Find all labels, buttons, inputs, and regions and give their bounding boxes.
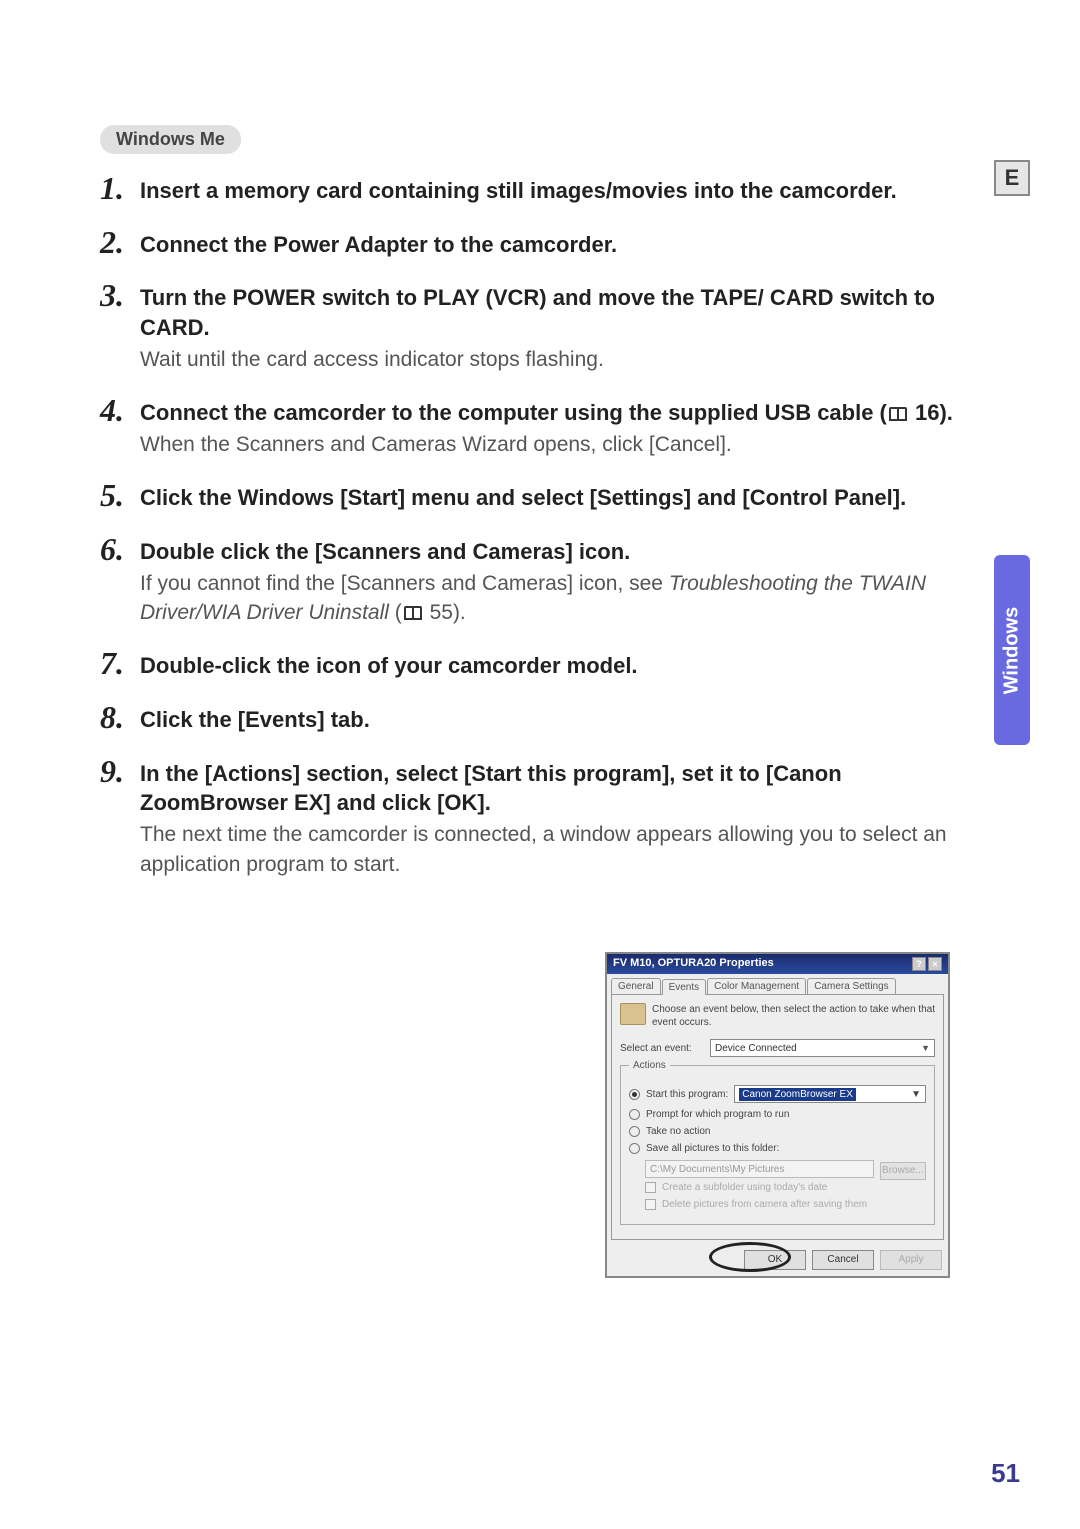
step-number: 2.	[100, 226, 140, 260]
step-number: 8.	[100, 701, 140, 735]
step-title: Click the [Events] tab.	[140, 705, 990, 735]
step-7: 7. Double-click the icon of your camcord…	[100, 647, 990, 681]
folder-path-input[interactable]: C:\My Documents\My Pictures	[645, 1160, 874, 1178]
dialog-title: FV M10, OPTURA20 Properties	[613, 957, 774, 971]
step-number: 9.	[100, 755, 140, 879]
radio-icon	[629, 1126, 640, 1137]
tab-general[interactable]: General	[611, 978, 661, 994]
take-no-action-label: Take no action	[646, 1126, 711, 1137]
step-title: Insert a memory card containing still im…	[140, 176, 990, 206]
step-5: 5. Click the Windows [Start] menu and se…	[100, 479, 990, 513]
step-number: 3.	[100, 279, 140, 374]
step-title: Turn the POWER switch to PLAY (VCR) and …	[140, 283, 990, 342]
chevron-down-icon: ▼	[911, 1089, 921, 1100]
step-desc: If you cannot find the [Scanners and Cam…	[140, 569, 990, 628]
step-9: 9. In the [Actions] section, select [Sta…	[100, 755, 990, 879]
step-1: 1. Insert a memory card containing still…	[100, 172, 990, 206]
check-delete-after[interactable]: Delete pictures from camera after saving…	[645, 1199, 926, 1210]
step-title-post: 16).	[909, 400, 953, 425]
checkbox-icon	[645, 1199, 656, 1210]
step-title: Connect the Power Adapter to the camcord…	[140, 230, 990, 260]
step-number: 7.	[100, 647, 140, 681]
radio-prompt[interactable]: Prompt for which program to run	[629, 1109, 926, 1120]
step-6: 6. Double click the [Scanners and Camera…	[100, 533, 990, 627]
tab-events[interactable]: Events	[662, 979, 707, 995]
chevron-down-icon: ▼	[921, 1043, 930, 1053]
actions-fieldset: Actions Start this program: Canon ZoomBr…	[620, 1065, 935, 1225]
create-subfolder-label: Create a subfolder using today's date	[662, 1182, 827, 1193]
save-all-label: Save all pictures to this folder:	[646, 1143, 779, 1154]
dialog-instruction: Choose an event below, then select the a…	[652, 1003, 935, 1029]
delete-after-label: Delete pictures from camera after saving…	[662, 1199, 867, 1210]
os-pill: Windows Me	[100, 125, 241, 154]
tab-camera-settings[interactable]: Camera Settings	[807, 978, 895, 994]
start-program-label: Start this program:	[646, 1089, 728, 1100]
step-number: 4.	[100, 394, 140, 459]
actions-legend: Actions	[629, 1060, 670, 1071]
radio-save-all[interactable]: Save all pictures to this folder:	[629, 1143, 926, 1154]
select-event-label: Select an event:	[620, 1043, 704, 1054]
tab-color-management[interactable]: Color Management	[707, 978, 806, 994]
prompt-label: Prompt for which program to run	[646, 1109, 789, 1120]
page-number: 51	[991, 1458, 1020, 1489]
dialog-tabs: General Events Color Management Camera S…	[607, 974, 948, 994]
step-desc-post: 55).	[424, 601, 466, 624]
help-icon[interactable]: ?	[912, 957, 926, 971]
checkbox-icon	[645, 1182, 656, 1193]
manual-ref-icon	[404, 606, 422, 620]
camera-icon	[620, 1003, 646, 1025]
properties-dialog: FV M10, OPTURA20 Properties ? × General …	[605, 952, 950, 1278]
start-program-dropdown[interactable]: Canon ZoomBrowser EX ▼	[734, 1085, 926, 1103]
step-number: 6.	[100, 533, 140, 627]
step-desc-pre: If you cannot find the [Scanners and Cam…	[140, 572, 669, 595]
radio-icon	[629, 1143, 640, 1154]
select-event-value: Device Connected	[715, 1043, 797, 1054]
step-2: 2. Connect the Power Adapter to the camc…	[100, 226, 990, 260]
close-icon[interactable]: ×	[928, 957, 942, 971]
radio-icon	[629, 1089, 640, 1100]
step-title: Double click the [Scanners and Cameras] …	[140, 537, 990, 567]
manual-ref-icon	[889, 407, 907, 421]
step-3: 3. Turn the POWER switch to PLAY (VCR) a…	[100, 279, 990, 374]
step-4: 4. Connect the camcorder to the computer…	[100, 394, 990, 459]
check-create-subfolder[interactable]: Create a subfolder using today's date	[645, 1182, 926, 1193]
radio-take-no-action[interactable]: Take no action	[629, 1126, 926, 1137]
start-program-value: Canon ZoomBrowser EX	[739, 1088, 856, 1101]
step-desc: The next time the camcorder is connected…	[140, 820, 990, 879]
browse-button[interactable]: Browse...	[880, 1162, 926, 1180]
dialog-titlebar: FV M10, OPTURA20 Properties ? ×	[607, 954, 948, 974]
step-title: In the [Actions] section, select [Start …	[140, 759, 990, 818]
cancel-button[interactable]: Cancel	[812, 1250, 874, 1270]
step-title: Connect the camcorder to the computer us…	[140, 398, 990, 428]
radio-icon	[629, 1109, 640, 1120]
step-desc: Wait until the card access indicator sto…	[140, 345, 990, 374]
step-title: Click the Windows [Start] menu and selec…	[140, 483, 990, 513]
step-desc: When the Scanners and Cameras Wizard ope…	[140, 430, 990, 459]
radio-start-program[interactable]: Start this program: Canon ZoomBrowser EX…	[629, 1085, 926, 1103]
step-title-pre: Connect the camcorder to the computer us…	[140, 400, 887, 425]
ok-button[interactable]: OK	[744, 1250, 806, 1270]
select-event-dropdown[interactable]: Device Connected ▼	[710, 1039, 935, 1057]
step-number: 1.	[100, 172, 140, 206]
apply-button[interactable]: Apply	[880, 1250, 942, 1270]
step-title: Double-click the icon of your camcorder …	[140, 651, 990, 681]
step-number: 5.	[100, 479, 140, 513]
step-8: 8. Click the [Events] tab.	[100, 701, 990, 735]
